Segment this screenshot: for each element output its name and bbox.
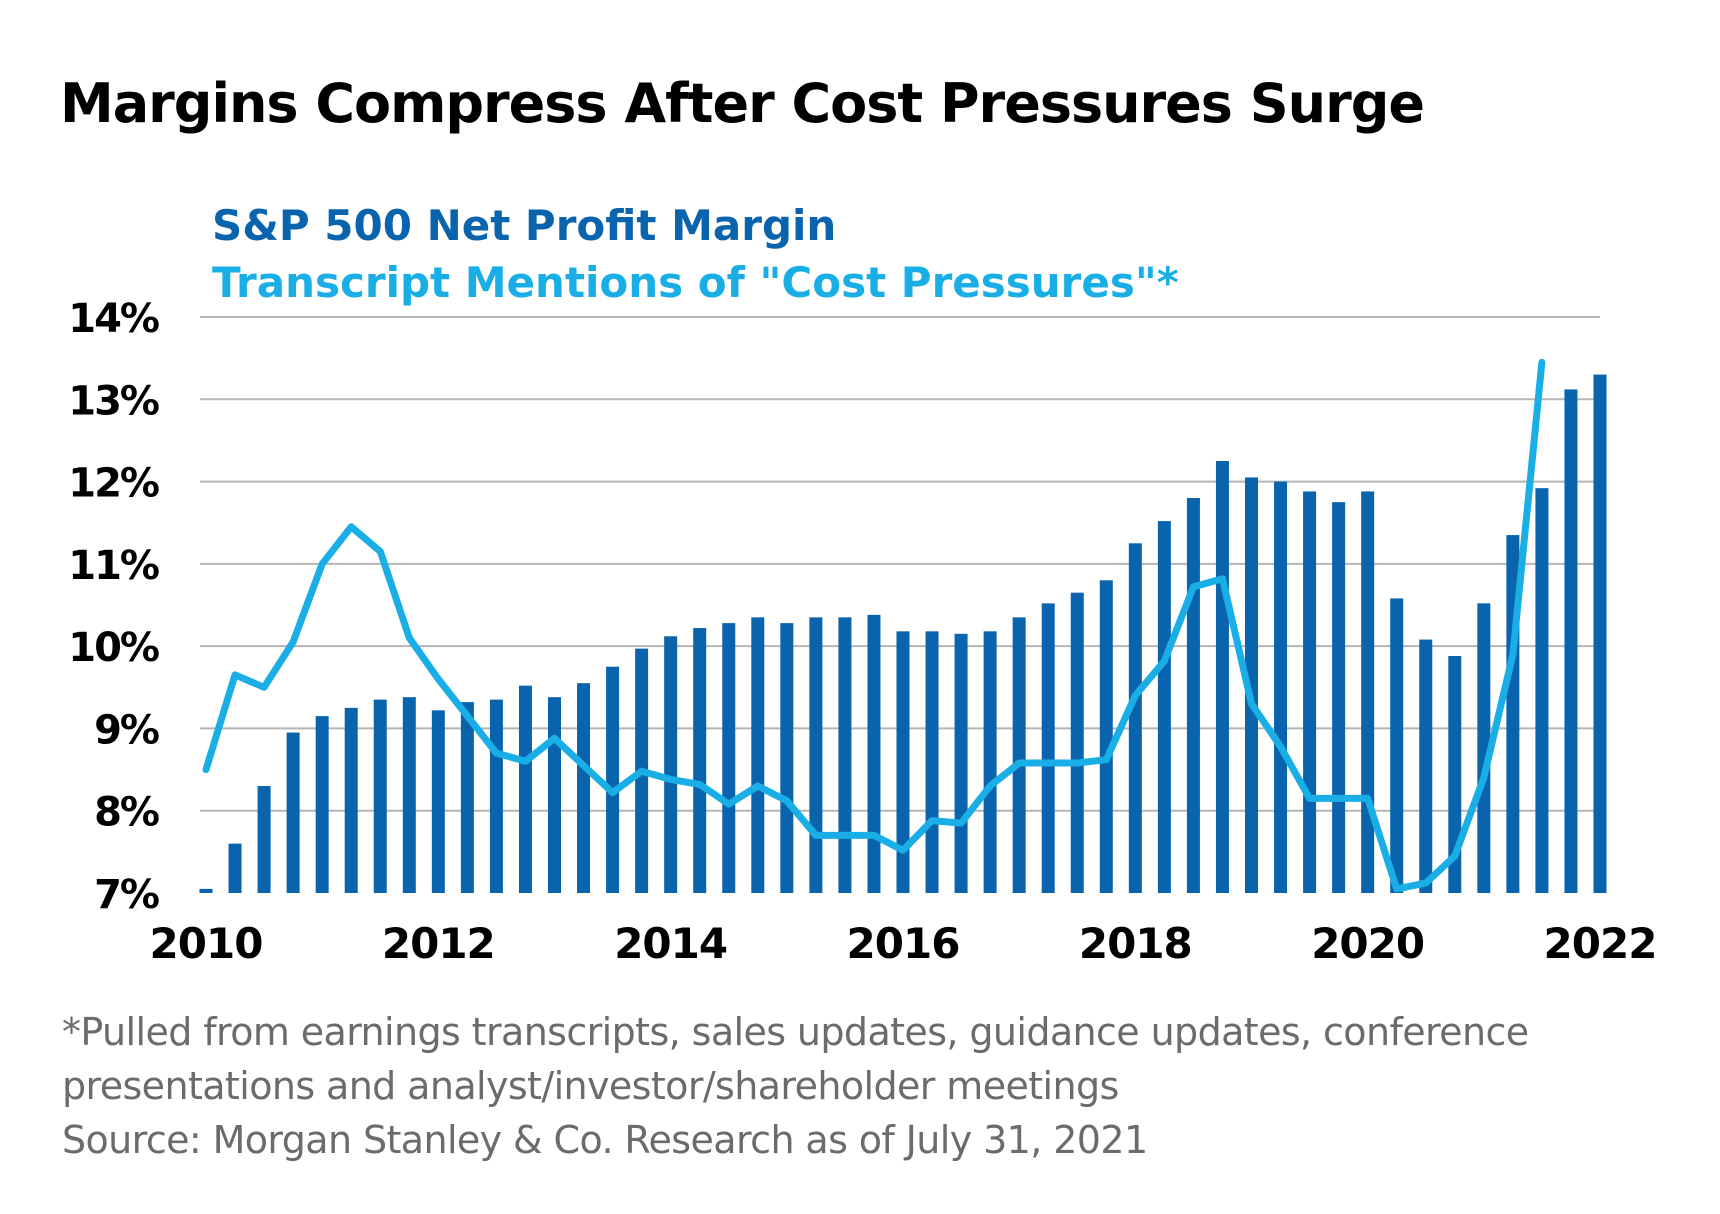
- margin-bar: [751, 617, 765, 893]
- margin-bar: [1186, 498, 1200, 893]
- margin-bar: [1448, 656, 1462, 893]
- y-tick-label: 9%: [94, 707, 159, 753]
- margin-bar: [867, 614, 881, 893]
- margin-bar: [1564, 389, 1578, 893]
- margin-bar: [722, 623, 736, 893]
- x-tick-label: 2010: [150, 919, 263, 968]
- margin-bar: [606, 666, 620, 893]
- cost-pressure-line-group: [202, 358, 1546, 893]
- margin-bar: [1361, 491, 1375, 893]
- y-tick-label: 8%: [94, 790, 159, 836]
- margin-bar: [199, 888, 213, 893]
- margin-bar: [1128, 543, 1142, 893]
- margin-bar: [1012, 617, 1026, 893]
- margin-bar: [693, 628, 707, 893]
- y-tick-label: 7%: [94, 872, 159, 918]
- margin-bar: [1419, 639, 1433, 893]
- margin-bar: [1215, 461, 1229, 893]
- margin-bar: [257, 786, 271, 893]
- y-tick-label: 11%: [68, 543, 159, 589]
- legend: S&P 500 Net Profit Margin Transcript Men…: [212, 201, 1179, 307]
- x-tick-label: 2020: [1311, 919, 1424, 968]
- margin-bar: [1535, 488, 1549, 893]
- margin-bar: [1245, 477, 1258, 893]
- margin-bar: [954, 633, 968, 893]
- margin-bar: [1593, 374, 1607, 894]
- margin-bar: [460, 702, 474, 893]
- y-axis-tick-labels: 7% 8% 9% 10% 11% 12% 13% 14%: [68, 296, 161, 918]
- margin-bar: [373, 699, 387, 893]
- margin-bar: [1274, 481, 1288, 893]
- margin-bar: [1477, 603, 1491, 893]
- legend-entry-profit-margin: S&P 500 Net Profit Margin: [212, 201, 836, 250]
- margin-bar: [664, 636, 678, 893]
- chart-svg: 7%8%9%10%11%12%13%14% 2010 2012 2014 2016 20…: [68, 201, 1658, 968]
- margin-bar: [1332, 502, 1346, 893]
- margin-bar: [518, 685, 532, 893]
- margin-bar: [925, 631, 939, 893]
- margin-bar: [548, 697, 561, 893]
- margin-bar: [1303, 491, 1317, 893]
- margin-bar: [1099, 580, 1113, 893]
- margin-bars: [199, 374, 1607, 894]
- x-axis-tick-labels: 2010 2012 2014 2016 2018 2020 2022: [150, 919, 1658, 968]
- x-tick-label: 2014: [614, 919, 727, 968]
- legend-entry-cost-pressures: Transcript Mentions of "Cost Pressures"*: [212, 258, 1179, 307]
- x-tick-label: 2012: [382, 919, 495, 968]
- y-tick-label: 12%: [68, 461, 159, 507]
- margin-bar: [809, 617, 823, 893]
- margin-bar: [838, 617, 852, 893]
- margin-bar: [780, 623, 794, 893]
- x-tick-label: 2018: [1079, 919, 1192, 968]
- margin-bar: [489, 699, 503, 893]
- margin-bar: [983, 631, 997, 893]
- footnote-line-1: *Pulled from earnings transcripts, sales…: [62, 1010, 1529, 1054]
- y-tick-label: 10%: [68, 625, 159, 671]
- margin-bar: [228, 843, 242, 893]
- margin-bar: [1157, 521, 1171, 893]
- margin-bar: [577, 683, 591, 893]
- y-tick-label: 13%: [68, 378, 159, 424]
- margin-bar: [431, 710, 445, 893]
- footnote-line-2: presentations and analyst/investor/share…: [62, 1064, 1119, 1108]
- y-tick-label: 14%: [68, 296, 159, 342]
- margin-bar: [896, 631, 910, 893]
- x-tick-label: 2022: [1544, 919, 1657, 968]
- margin-bar: [1070, 592, 1084, 893]
- margin-bar: [402, 697, 416, 893]
- cost-pressure-line: [202, 358, 1546, 893]
- margin-bar: [1041, 603, 1055, 893]
- margin-bar: [344, 707, 358, 893]
- source-note: Source: Morgan Stanley & Co. Research as…: [62, 1118, 1148, 1162]
- x-tick-label: 2016: [847, 919, 960, 968]
- margin-bar: [1390, 598, 1404, 893]
- margin-bar: [286, 732, 300, 893]
- margin-bar: [315, 716, 329, 893]
- chart-title: Margins Compress After Cost Pressures Su…: [60, 72, 1425, 135]
